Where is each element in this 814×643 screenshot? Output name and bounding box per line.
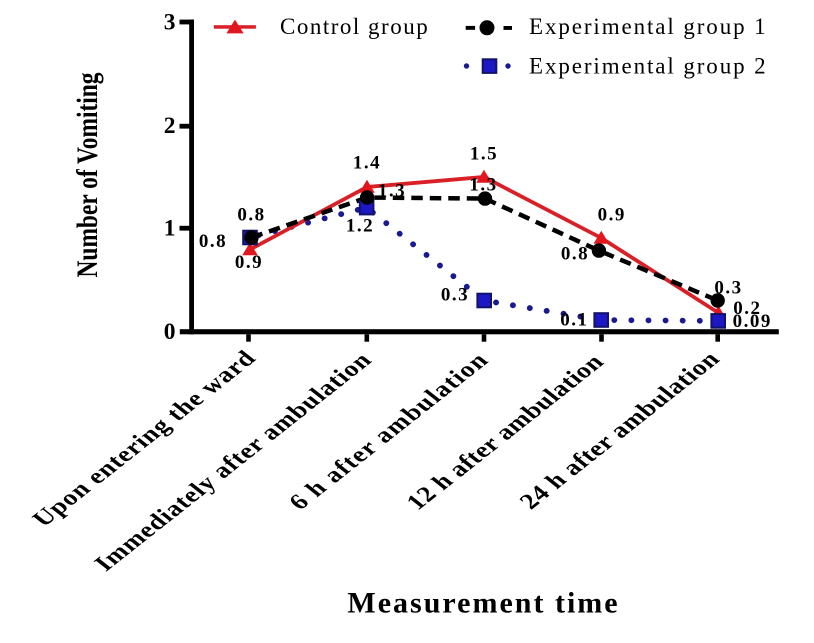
svg-text:0.9: 0.9 xyxy=(235,252,263,273)
svg-text:Control group: Control group xyxy=(280,14,429,39)
svg-text:Experimental group 2: Experimental group 2 xyxy=(529,54,768,79)
svg-text:0.8: 0.8 xyxy=(237,205,265,226)
svg-text:0.8: 0.8 xyxy=(199,231,227,252)
svg-text:3: 3 xyxy=(164,9,176,35)
svg-text:1.5: 1.5 xyxy=(470,144,498,165)
svg-text:0.8: 0.8 xyxy=(561,244,589,265)
svg-text:0.3: 0.3 xyxy=(441,285,469,306)
svg-text:0.1: 0.1 xyxy=(560,310,588,331)
svg-text:0.3: 0.3 xyxy=(714,278,742,299)
svg-text:1.3: 1.3 xyxy=(469,175,497,196)
svg-text:0.2: 0.2 xyxy=(733,298,761,319)
svg-text:0: 0 xyxy=(164,319,176,345)
svg-text:1.4: 1.4 xyxy=(353,153,381,174)
svg-text:2: 2 xyxy=(164,113,176,139)
svg-text:Measurement time: Measurement time xyxy=(347,587,619,620)
svg-text:0.09: 0.09 xyxy=(733,311,772,332)
svg-text:1: 1 xyxy=(164,216,176,242)
svg-text:Number of Vomiting: Number of Vomiting xyxy=(70,72,103,278)
svg-text:1.3: 1.3 xyxy=(378,181,406,202)
svg-text:0.9: 0.9 xyxy=(598,205,626,226)
svg-text:1.2: 1.2 xyxy=(346,216,374,237)
svg-text:Experimental group 1: Experimental group 1 xyxy=(529,14,768,39)
